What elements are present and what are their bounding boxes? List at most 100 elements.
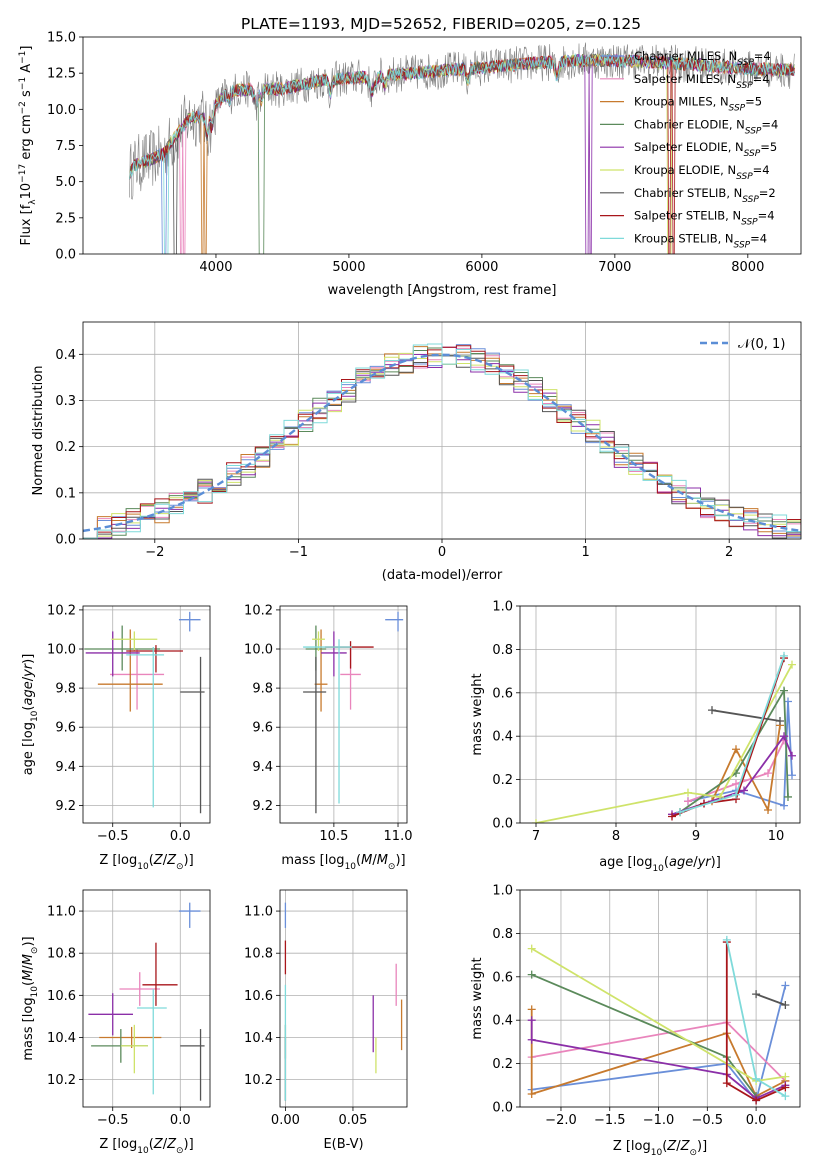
weight-marker [732,790,740,799]
plot-area [88,902,205,1101]
label-part: =2 [759,186,776,200]
spectrum-panel: 4000 5000 6000 7000 8000 0.0 2.5 5.0 7.5 10.0 12.5… [18,31,802,298]
label-part: ⊙ [176,1146,184,1156]
x-tick-label: −2.0 [545,1113,577,1128]
weight-series [676,686,792,817]
errorbar-point [88,993,133,1036]
errorbar-point [178,902,201,928]
label-part: λ [28,199,38,205]
errorbar-point [314,629,328,712]
label-part: SSP [736,172,753,182]
y-tick-label: 9.6 [252,721,273,736]
y-tick-label: 0.4 [492,1014,513,1029]
label-part: Salpeter MILES, N [634,72,736,86]
label-part: SSP [741,218,758,228]
model-spectrum-line [129,52,795,254]
label-part: yr [697,855,713,870]
weight-marker [781,1001,790,1010]
x-tick-label: 6000 [465,260,498,275]
label-part: ] [19,46,34,51]
legend-label: Salpeter MILES, NSSP=4 [634,72,770,91]
label-part: 10 [137,862,149,872]
label-part: )] [711,855,721,870]
y-tick-label: 0.8 [492,643,513,658]
axis-layer: −0.5 0.09.29.49.69.810.010.2Z [log10(Z/Z⊙… [21,603,211,872]
weight-marker [684,788,692,797]
y-tick-label: 9.2 [252,799,273,814]
weight-marker [684,797,692,806]
x-tick-label: −0.5 [97,1113,129,1128]
label-part: Kroupa STELIB, N [634,231,734,245]
y-tick-label: 10.0 [47,643,76,658]
weight-series [752,990,790,1010]
y-tick-label: 10.8 [244,947,273,962]
label-part: s [19,90,34,101]
label-part: age [21,681,36,705]
y-tick-label: 9.2 [55,799,76,814]
y-tick-label: 9.4 [55,760,76,775]
legend-label: Salpeter ELODIE, NSSP=5 [634,140,777,159]
errorbar-point [303,639,352,804]
x-tick-label: 8 [612,829,620,844]
x-tick-label: 11.0 [384,829,413,844]
weight-marker [527,1089,536,1098]
label-part: M [377,853,388,868]
label-part: )] [21,936,36,946]
y-tick-label: 9.8 [55,682,76,697]
weight-series [532,660,796,823]
legend-label: Chabrier ELODIE, NSSP=4 [634,117,778,136]
label-part: )] [184,1137,194,1152]
weight-marker [527,1005,536,1014]
axis-layer: 10.5 11.0 9.2 9.4 9.6 9.8 10.0 10.2 mass [log10(… [244,603,412,872]
label-part: age [log [21,722,36,775]
label-part: 10 [345,862,357,872]
label-part: / [676,1139,681,1154]
label-part: M [21,970,36,981]
y-tick-label: 0.0 [55,533,76,548]
x-tick-label: 0.0 [170,1113,191,1128]
axes-frame [279,889,408,1108]
label-part: A [19,64,34,77]
legend-label: Salpeter STELIB, NSSP=4 [634,209,775,228]
plot-area [532,651,796,823]
label-part: )] [395,853,405,868]
errorbar-point [120,1024,148,1074]
y-tick-label: 11.0 [244,905,273,920]
y-tick-label: 0.2 [55,440,76,455]
label-part: age [669,855,693,870]
x-tick-label: 0.0 [170,829,191,844]
weight-marker [752,990,761,999]
label-part: )] [184,853,194,868]
axes-frame [279,605,408,824]
y-tick-label: 10.2 [47,1073,76,1088]
weight-marker [781,1072,790,1081]
age_vs_Z-panel: −0.5 0.09.29.49.69.810.010.2Z [log10(Z/Z⊙… [21,603,211,872]
errorbar-point [178,611,201,632]
label-part: / [163,853,168,868]
label-part: ⊙ [689,1148,697,1158]
y-tick-label: 0.4 [492,730,513,745]
y-axis-label: mass weight [470,673,485,755]
weight-marker [732,745,740,754]
weight-marker [788,751,796,760]
label-part: Flux [f [19,204,34,245]
mass_vs_Z-panel: −0.5 0.010.210.410.610.811.0Z [log10(Z/Z⊙… [21,889,211,1156]
label-part: / [163,1137,168,1152]
label-part: −1 [18,51,28,64]
errorbar-point [321,631,347,677]
label-part: 10 [651,1148,663,1158]
weight-line [755,993,786,1006]
x-tick-label: 7 [532,829,540,844]
residual-panel: −2 −1 0 1 2 0.0 0.1 0.2 0.3 0.4 𝒩(0, 1) (data-model… [31,321,802,583]
errorbar-point [180,656,205,814]
label-part: 10 [30,986,40,998]
x-tick-label: 0.00 [271,1113,300,1128]
axes-frame [82,36,802,255]
x-tick-label: −2 [145,545,164,560]
axis-layer: −2 −1 0 1 2 0.0 0.1 0.2 0.3 0.4 𝒩(0, 1) (data-model… [31,321,802,583]
label-part: Z [153,853,164,868]
errorbar-point [97,629,163,712]
label-part: Z [153,1137,164,1152]
